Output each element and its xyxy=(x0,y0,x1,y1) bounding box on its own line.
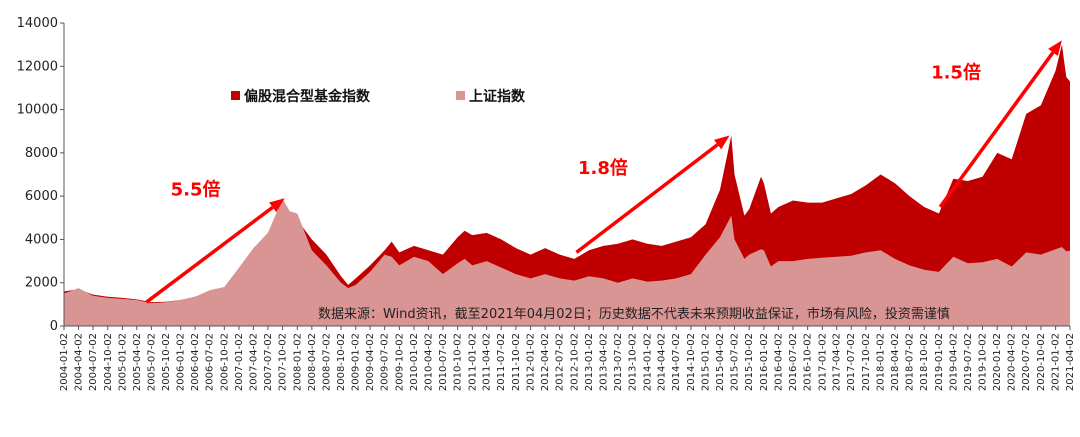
x-tick-label: 2004-10-02 xyxy=(103,333,114,391)
x-tick-label: 2006-07-02 xyxy=(205,333,216,391)
arrow-line xyxy=(938,51,1055,208)
multiplier-label: 5.5倍 xyxy=(171,178,221,200)
x-tick-label: 2020-04-02 xyxy=(1007,333,1018,391)
x-tick-label: 2016-01-02 xyxy=(759,333,770,391)
legend-label-shanghai-index: 上证指数 xyxy=(469,88,526,105)
x-tick-label: 2019-10-02 xyxy=(977,333,988,391)
axes xyxy=(60,22,1071,330)
x-tick-label: 2008-01-02 xyxy=(292,333,303,391)
y-tick-label: 12000 xyxy=(17,59,58,74)
x-tick-label: 2013-04-02 xyxy=(598,333,609,391)
x-tick-label: 2014-01-02 xyxy=(642,333,653,391)
x-tick-label: 2014-04-02 xyxy=(657,333,668,391)
arrow-head xyxy=(713,135,730,150)
x-tick-label: 2018-07-02 xyxy=(905,333,916,391)
x-tick-label: 2013-07-02 xyxy=(613,333,624,391)
x-tick-label: 2012-01-02 xyxy=(526,333,537,391)
x-tick-label: 2012-10-02 xyxy=(569,333,580,391)
x-tick-label: 2013-01-02 xyxy=(584,333,595,391)
x-tick-label: 2017-07-02 xyxy=(846,333,857,391)
x-tick-label: 2018-10-02 xyxy=(919,333,930,391)
x-tick-label: 2006-04-02 xyxy=(190,333,201,391)
y-tick-label: 0 xyxy=(50,319,58,334)
x-tick-label: 2011-04-02 xyxy=(482,333,493,391)
x-tick-label: 2016-04-02 xyxy=(773,333,784,391)
x-tick-label: 2007-10-02 xyxy=(278,333,289,391)
x-tick-label: 2004-04-02 xyxy=(74,333,85,391)
arrow-head xyxy=(1048,40,1062,56)
x-tick-label: 2019-07-02 xyxy=(963,333,974,391)
x-tick-label: 2014-07-02 xyxy=(671,333,682,391)
y-tick-label: 6000 xyxy=(25,189,58,204)
legend-swatch-shanghai-index xyxy=(456,91,465,100)
x-tick-label: 2020-07-02 xyxy=(1021,333,1032,391)
x-tick-label: 2012-04-02 xyxy=(540,333,551,391)
x-tick-label: 2004-07-02 xyxy=(88,333,99,391)
x-tick-label: 2020-10-02 xyxy=(1036,333,1047,391)
x-tick-label: 2014-10-02 xyxy=(686,333,697,391)
x-tick-label: 2009-01-02 xyxy=(351,333,362,391)
x-tick-label: 2019-01-02 xyxy=(934,333,945,391)
x-tick-label: 2012-07-02 xyxy=(555,333,566,391)
x-tick-label: 2010-01-02 xyxy=(409,333,420,391)
x-tick-label: 2010-04-02 xyxy=(423,333,434,391)
area-series-layer xyxy=(64,44,1070,326)
legend-swatch-fund-index xyxy=(231,91,240,100)
x-tick-label: 2004-01-02 xyxy=(59,333,70,391)
x-tick-label: 2009-07-02 xyxy=(380,333,391,391)
x-tick-label: 2005-10-02 xyxy=(161,333,172,391)
source-note: 数据来源：Wind资讯，截至2021年04月02日；历史数据不代表未来预期收益保… xyxy=(318,306,950,322)
x-tick-label: 2017-01-02 xyxy=(817,333,828,391)
x-tick-label: 2015-04-02 xyxy=(715,333,726,391)
x-tick-label: 2010-07-02 xyxy=(438,333,449,391)
legend-label-fund-index: 偏股混合型基金指数 xyxy=(244,88,371,105)
x-tick-label: 2008-04-02 xyxy=(307,333,318,391)
x-tick-label: 2006-01-02 xyxy=(176,333,187,391)
y-tick-label: 8000 xyxy=(25,146,58,161)
multiplier-label: 1.8倍 xyxy=(578,157,628,179)
chart-labels: 0 2000 4000 6000 8000 10000 12000 14000 2004-01-… xyxy=(17,16,1076,391)
x-tick-label: 2008-10-02 xyxy=(336,333,347,391)
legend: 偏股混合型基金指数 上证指数 xyxy=(231,88,526,105)
x-tick-label: 2011-01-02 xyxy=(467,333,478,391)
x-tick-label: 2019-04-02 xyxy=(948,333,959,391)
x-tick-label: 2005-01-02 xyxy=(117,333,128,391)
x-tick-label: 2007-01-02 xyxy=(234,333,245,391)
y-tick-label: 14000 xyxy=(17,16,58,31)
arrow-line xyxy=(575,143,719,254)
x-tick-label: 2018-04-02 xyxy=(890,333,901,391)
x-tick-label: 2017-10-02 xyxy=(861,333,872,391)
arrow-annotations: 5.5倍 1.8倍 1.5倍 xyxy=(145,40,1062,304)
x-tick-label: 2015-10-02 xyxy=(744,333,755,391)
y-tick-label: 4000 xyxy=(25,232,58,247)
x-tick-label: 2007-04-02 xyxy=(248,333,259,391)
multiplier-label: 1.5倍 xyxy=(931,62,981,84)
x-tick-label: 2021-01-02 xyxy=(1051,333,1062,391)
x-tick-label: 2011-10-02 xyxy=(511,333,522,391)
x-tick-label: 2009-10-02 xyxy=(394,333,405,391)
y-tick-label: 2000 xyxy=(25,276,58,291)
x-tick-label: 2007-07-02 xyxy=(263,333,274,391)
x-tick-label: 2018-01-02 xyxy=(876,333,887,391)
x-tick-label: 2016-10-02 xyxy=(803,333,814,391)
arrow-head xyxy=(269,198,285,213)
arrow-line xyxy=(145,205,274,304)
x-tick-label: 2016-07-02 xyxy=(788,333,799,391)
x-tick-label: 2005-07-02 xyxy=(146,333,157,391)
x-tick-label: 2013-10-02 xyxy=(628,333,639,391)
x-tick-label: 2020-01-02 xyxy=(992,333,1003,391)
y-tick-label: 10000 xyxy=(17,103,58,118)
x-tick-label: 2010-10-02 xyxy=(453,333,464,391)
x-tick-label: 2009-04-02 xyxy=(365,333,376,391)
x-tick-label: 2017-04-02 xyxy=(832,333,843,391)
x-tick-label: 2008-07-02 xyxy=(321,333,332,391)
x-tick-label: 2005-04-02 xyxy=(132,333,143,391)
area-series-1 xyxy=(64,198,1070,326)
x-tick-label: 2011-07-02 xyxy=(496,333,507,391)
x-tick-label: 2015-01-02 xyxy=(701,333,712,391)
x-tick-label: 2006-10-02 xyxy=(219,333,230,391)
x-tick-label: 2021-04-02 xyxy=(1065,333,1076,391)
x-tick-label: 2015-07-02 xyxy=(730,333,741,391)
